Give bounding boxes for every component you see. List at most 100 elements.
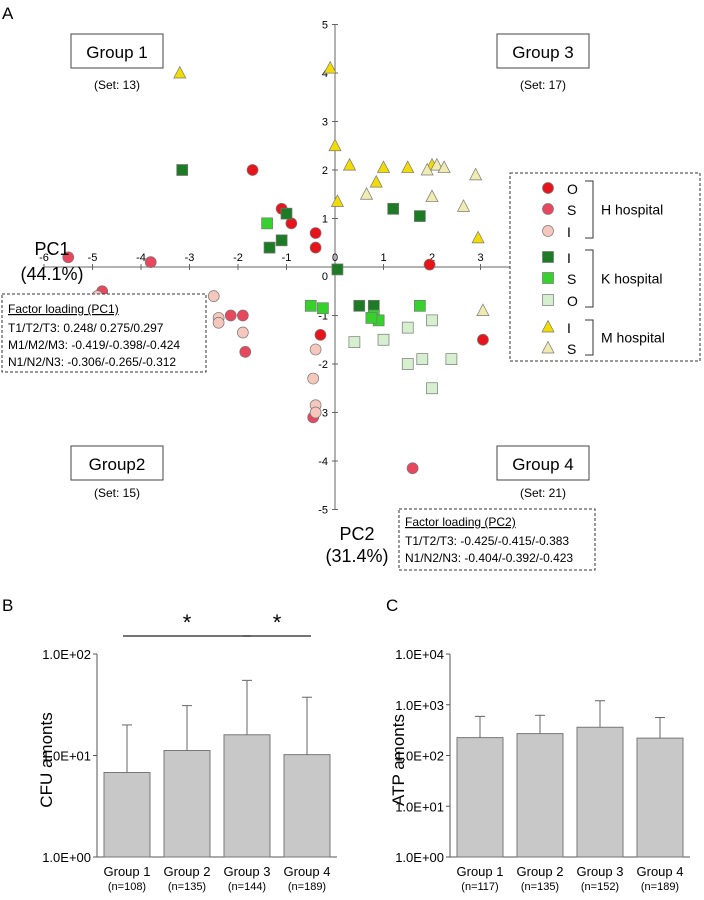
panel-label-b: B <box>2 596 13 615</box>
data-point <box>430 157 444 171</box>
pc2-axis-label: PC2 <box>339 524 374 544</box>
sample-size-label: (n=117) <box>461 881 498 893</box>
pc1-tick-label: 0 <box>332 252 338 264</box>
pc2-tick-label: 4 <box>322 68 328 80</box>
data-point <box>176 164 189 176</box>
group2-box <box>70 445 164 481</box>
category-label: Group 3 <box>224 864 271 879</box>
data-point <box>263 241 276 254</box>
data-point <box>280 207 293 220</box>
category-label: Group 2 <box>517 864 564 879</box>
group4-set: (Set: 21) <box>520 486 566 500</box>
panel-label-c: C <box>386 596 398 615</box>
origin-tick-label: 0 <box>322 271 328 283</box>
factor-loading-pc1-line: M1/M2/M3: -0.419/-0.398/-0.424 <box>8 338 180 352</box>
legend-marker <box>541 319 555 333</box>
pc1-tick-label: -6 <box>39 252 49 264</box>
y-tick-label: 1.0E+03 <box>395 698 444 713</box>
bar <box>636 737 684 858</box>
pc1-tick-label: 2 <box>429 252 435 264</box>
data-point <box>307 372 320 385</box>
y-tick-label: 1.0E+01 <box>395 799 444 814</box>
bar <box>516 733 564 858</box>
data-point <box>401 321 414 334</box>
group4-box <box>496 445 590 481</box>
data-point <box>317 302 329 315</box>
pc2-variance: (31.4%) <box>325 546 388 566</box>
legend-hospital-label: K hospital <box>601 271 662 287</box>
data-point <box>328 138 342 152</box>
legend-entry-label: O <box>567 181 578 197</box>
sample-size-label: (n=144) <box>228 881 266 893</box>
bar <box>576 726 624 858</box>
data-point <box>445 353 458 365</box>
group3-set: (Set: 17) <box>520 78 566 92</box>
data-point <box>414 299 426 312</box>
data-point <box>224 309 237 322</box>
data-point <box>237 326 249 339</box>
factor-loading-pc2-line: N1/N2/N3: -0.404/-0.392/-0.423 <box>405 551 573 565</box>
legend-marker <box>541 340 555 354</box>
data-point <box>476 303 490 316</box>
data-point <box>406 462 419 475</box>
pc1-tick-label: -1 <box>282 252 292 264</box>
legend-entry-label: S <box>567 271 576 287</box>
sample-size-label: (n=189) <box>641 881 679 893</box>
legend-bracket <box>585 180 594 239</box>
sample-size-label: (n=152) <box>581 881 619 893</box>
data-point <box>330 194 345 207</box>
data-point <box>62 251 75 264</box>
legend-entry-label: S <box>567 202 576 218</box>
data-point <box>365 312 378 324</box>
legend-marker <box>542 182 554 194</box>
factor-loading-pc1-line: N1/N2/N3: -0.306/-0.265/-0.312 <box>8 355 176 369</box>
data-point <box>246 164 259 176</box>
pc1-tick-label: 3 <box>477 252 483 264</box>
factor-loading-pc2-line: T1/T2/T3: -0.425/-0.415/-0.383 <box>405 534 569 548</box>
data-point <box>416 353 429 365</box>
data-point <box>309 227 322 239</box>
data-point <box>377 333 390 346</box>
bar <box>103 772 151 858</box>
y-tick-label: 1.0E+04 <box>395 647 444 662</box>
data-point <box>456 199 471 212</box>
category-label: Group 3 <box>577 864 624 879</box>
group1-title: Group 1 <box>86 43 147 62</box>
factor-loading-pc1-box <box>1 293 207 373</box>
data-point <box>261 217 273 230</box>
pc1-tick-label: -3 <box>185 252 195 264</box>
legend-marker <box>542 272 554 284</box>
y-tick-label: 1.0E+02 <box>395 749 444 764</box>
bar <box>456 737 504 858</box>
data-point <box>239 346 252 358</box>
data-point <box>212 316 225 329</box>
y-tick-label: 1.0E+00 <box>395 850 444 865</box>
legend-entry-label: I <box>567 250 571 266</box>
group1-set: (Set: 13) <box>94 78 140 92</box>
pc1-tick-label: -2 <box>233 252 243 264</box>
significance-marker: * <box>183 610 192 635</box>
category-label: Group 4 <box>284 864 331 879</box>
legend-entry-label: O <box>567 293 578 309</box>
y-tick-label: 1.0E+00 <box>42 850 91 865</box>
cfu-bar-panel: CFU amonts 1.0E+00 1.0E+01 1.0E+02 Group 1 (… <box>37 610 337 893</box>
pc1-variance: (44.1%) <box>20 264 83 284</box>
pc1-tick-label: -5 <box>88 252 98 264</box>
legend-hospital-label: M hospital <box>601 330 665 346</box>
sample-size-label: (n=189) <box>288 881 326 893</box>
data-point <box>420 162 434 176</box>
legend-entry-label: I <box>567 224 571 240</box>
factor-loading-pc2-box <box>398 508 596 571</box>
data-point <box>426 382 438 395</box>
pc2-tick-label: -1 <box>318 311 328 323</box>
factor-loading-pc2-title: Factor loading (PC2) <box>405 515 516 529</box>
y-tick-label: 1.0E+02 <box>42 647 91 662</box>
cfu-y-axis-label: CFU amonts <box>37 712 56 807</box>
legend-marker <box>542 203 554 215</box>
legend-marker <box>542 225 554 237</box>
data-point <box>342 157 357 171</box>
data-point <box>173 65 187 79</box>
data-point <box>376 160 391 173</box>
legend-hospital-label: H hospital <box>601 202 663 218</box>
bar <box>163 750 211 858</box>
